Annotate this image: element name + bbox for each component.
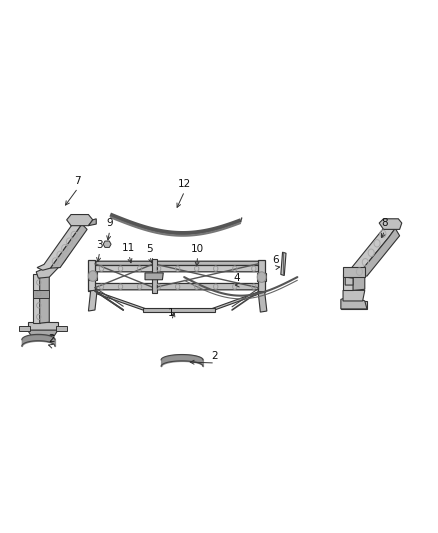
Polygon shape	[257, 273, 266, 281]
Circle shape	[88, 271, 97, 281]
Polygon shape	[343, 290, 365, 301]
Polygon shape	[341, 296, 367, 309]
Polygon shape	[88, 272, 97, 280]
Text: 12: 12	[177, 179, 191, 189]
Polygon shape	[37, 220, 82, 270]
Polygon shape	[67, 215, 93, 225]
Text: 1: 1	[168, 309, 174, 318]
Polygon shape	[152, 259, 157, 293]
Polygon shape	[88, 291, 149, 310]
Polygon shape	[19, 326, 30, 331]
Text: 8: 8	[381, 219, 388, 228]
Polygon shape	[28, 322, 58, 330]
Polygon shape	[28, 330, 58, 335]
Polygon shape	[258, 292, 267, 312]
Text: 5: 5	[146, 244, 153, 254]
Polygon shape	[56, 326, 67, 331]
Polygon shape	[258, 260, 265, 292]
Polygon shape	[88, 219, 96, 225]
Polygon shape	[379, 219, 402, 229]
Text: 9: 9	[106, 219, 113, 228]
Text: 11: 11	[122, 243, 135, 253]
Polygon shape	[345, 223, 395, 277]
Polygon shape	[343, 266, 365, 277]
Polygon shape	[343, 274, 353, 290]
Text: 4: 4	[233, 273, 240, 283]
Polygon shape	[356, 228, 399, 277]
Polygon shape	[88, 260, 95, 291]
Polygon shape	[36, 245, 71, 278]
Polygon shape	[33, 290, 49, 298]
Polygon shape	[208, 292, 265, 310]
Polygon shape	[103, 241, 111, 247]
Polygon shape	[33, 274, 40, 323]
Text: 2: 2	[212, 351, 218, 361]
Polygon shape	[145, 273, 163, 280]
Text: 3: 3	[96, 239, 102, 249]
Polygon shape	[92, 265, 261, 272]
Polygon shape	[95, 261, 262, 265]
Polygon shape	[40, 273, 49, 323]
Polygon shape	[50, 224, 87, 268]
Polygon shape	[341, 301, 367, 309]
Polygon shape	[143, 308, 215, 312]
Polygon shape	[92, 284, 261, 290]
Polygon shape	[353, 273, 365, 290]
Text: 10: 10	[191, 244, 204, 254]
Circle shape	[257, 272, 266, 282]
Polygon shape	[281, 252, 286, 276]
Text: 2: 2	[48, 334, 55, 344]
Text: 7: 7	[74, 176, 81, 186]
Polygon shape	[345, 277, 353, 285]
Polygon shape	[88, 290, 97, 311]
Text: 6: 6	[272, 255, 279, 265]
